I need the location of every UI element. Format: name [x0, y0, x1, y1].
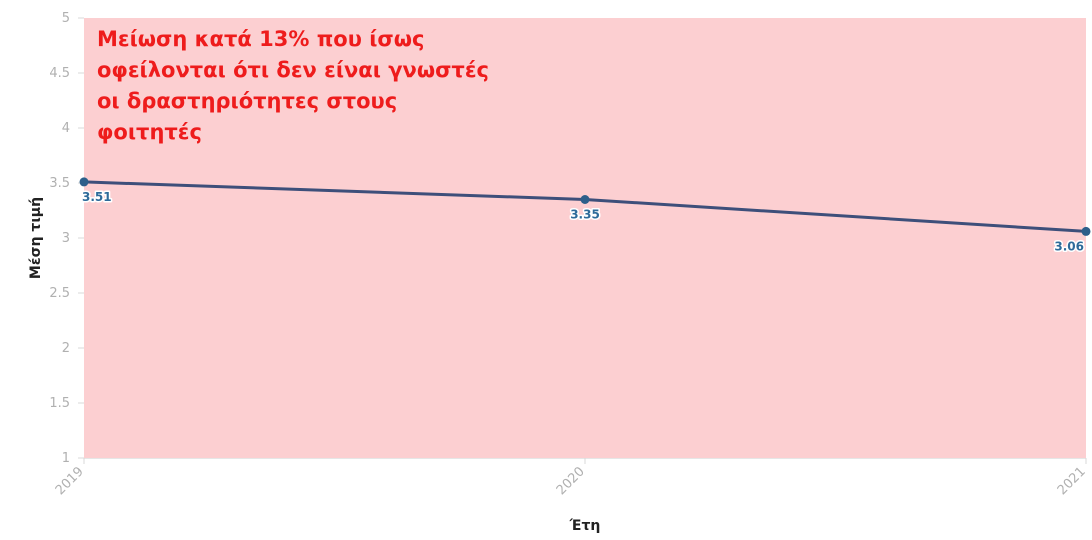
y-tick-label: 2 — [62, 341, 70, 356]
data-label: 3.51 — [82, 190, 112, 204]
data-label: 3.35 — [570, 208, 600, 222]
highlight-band — [84, 18, 1086, 458]
x-tick-label: 2021 — [1055, 464, 1089, 498]
data-labels: 3.51 3.35 3.06 — [81, 188, 1086, 255]
y-axis-ticks: 1 1.5 2 2.5 3 3.5 4 4.5 5 — [49, 11, 84, 466]
data-point — [1081, 226, 1091, 236]
y-tick-label: 4 — [62, 121, 70, 136]
x-tick-label: 2020 — [554, 464, 588, 498]
x-tick-label: 2019 — [53, 464, 87, 498]
y-tick-label: 4.5 — [49, 66, 70, 81]
data-label: 3.06 — [1054, 239, 1084, 253]
y-tick-label: 5 — [62, 11, 70, 26]
x-axis-ticks: 2019 2020 2021 — [53, 458, 1089, 498]
y-axis-title: Μέση τιμή — [28, 197, 44, 279]
y-tick-label: 1.5 — [49, 396, 70, 411]
chart-annotation: Μείωση κατά 13% που ίσως οφείλονται ότι … — [97, 27, 489, 144]
data-point — [79, 177, 89, 187]
x-axis-title: Έτη — [569, 518, 601, 534]
y-tick-label: 1 — [62, 451, 70, 466]
data-point — [580, 195, 590, 204]
y-tick-label: 3 — [62, 231, 70, 246]
y-tick-label: 2.5 — [49, 286, 70, 301]
data-points — [79, 177, 1091, 236]
y-tick-label: 3.5 — [49, 176, 70, 191]
